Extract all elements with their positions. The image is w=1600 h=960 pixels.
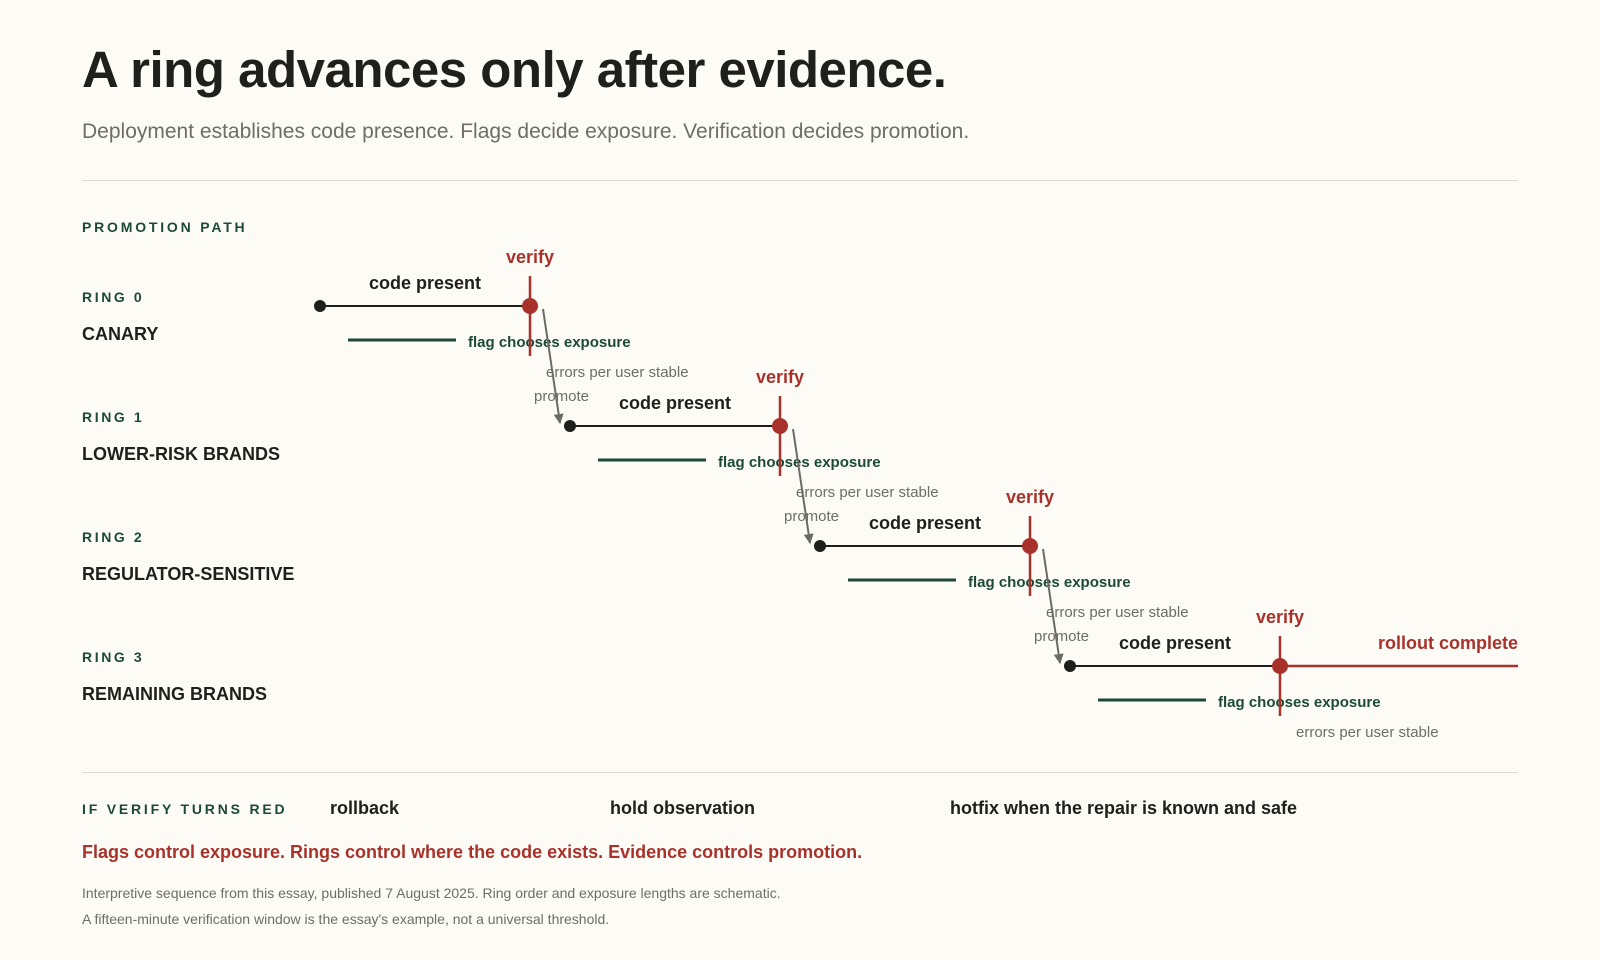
ring-2-name: REGULATOR-SENSITIVE — [82, 564, 295, 584]
ring-1-name: LOWER-RISK BRANDS — [82, 444, 280, 464]
ring-3-name: REMAINING BRANDS — [82, 684, 268, 704]
ring-0-name: CANARY — [82, 324, 159, 344]
footnote-2: A fifteen-minute verification window is … — [82, 911, 610, 927]
ring-2-number: RING 2 — [82, 529, 145, 545]
promote-label-1: promote — [784, 508, 839, 525]
metric-label-3: errors per user stable — [1296, 724, 1439, 741]
flag-exposure-label-3: flag chooses exposure — [1218, 694, 1381, 711]
promote-label-0: promote — [534, 388, 589, 405]
deploy-start-dot-0 — [314, 300, 326, 312]
deploy-start-dot-2 — [814, 540, 826, 552]
divider-top — [82, 180, 1518, 181]
deploy-start-dot-1 — [564, 420, 576, 432]
promote-arrow-0 — [542, 308, 564, 424]
rollout-complete-label: rollout complete — [1378, 633, 1518, 653]
ring-0-number: RING 0 — [82, 289, 145, 305]
code-present-label-0: code present — [369, 273, 481, 293]
verify-label-1: verify — [756, 367, 804, 387]
verify-label-3: verify — [1256, 607, 1304, 627]
ring-1-number: RING 1 — [82, 409, 145, 425]
footnote-1: Interpretive sequence from this essay, p… — [82, 885, 781, 901]
promotion-path-label: PROMOTION PATH — [82, 219, 248, 235]
page-title: A ring advances only after evidence. — [82, 41, 947, 98]
response-rollback: rollback — [330, 798, 400, 818]
verify-label-0: verify — [506, 247, 554, 267]
verify-label-2: verify — [1006, 487, 1054, 507]
verify-dot-1 — [772, 418, 788, 434]
metric-label-2: errors per user stable — [1046, 604, 1189, 621]
verify-dot-0 — [522, 298, 538, 314]
deploy-start-dot-3 — [1064, 660, 1076, 672]
metric-label-1: errors per user stable — [796, 484, 939, 501]
divider-bottom — [82, 772, 1518, 773]
code-present-label-3: code present — [1119, 633, 1231, 653]
promote-arrow-2 — [1042, 548, 1064, 664]
code-present-label-1: code present — [619, 393, 731, 413]
promote-arrow-1 — [792, 428, 814, 544]
response-hold: hold observation — [610, 798, 756, 818]
code-present-label-2: code present — [869, 513, 981, 533]
page-subtitle: Deployment establishes code presence. Fl… — [82, 120, 970, 143]
flag-exposure-label-0: flag chooses exposure — [468, 334, 631, 351]
verify-red-label: IF VERIFY TURNS RED — [82, 801, 288, 817]
verify-dot-2 — [1022, 538, 1038, 554]
promote-label-2: promote — [1034, 628, 1089, 645]
flag-exposure-label-1: flag chooses exposure — [718, 454, 881, 471]
metric-label-0: errors per user stable — [546, 364, 689, 381]
ring-3-number: RING 3 — [82, 649, 145, 665]
flag-exposure-label-2: flag chooses exposure — [968, 574, 1131, 591]
response-hotfix: hotfix when the repair is known and safe — [950, 798, 1298, 818]
tagline: Flags control exposure. Rings control wh… — [82, 842, 863, 862]
